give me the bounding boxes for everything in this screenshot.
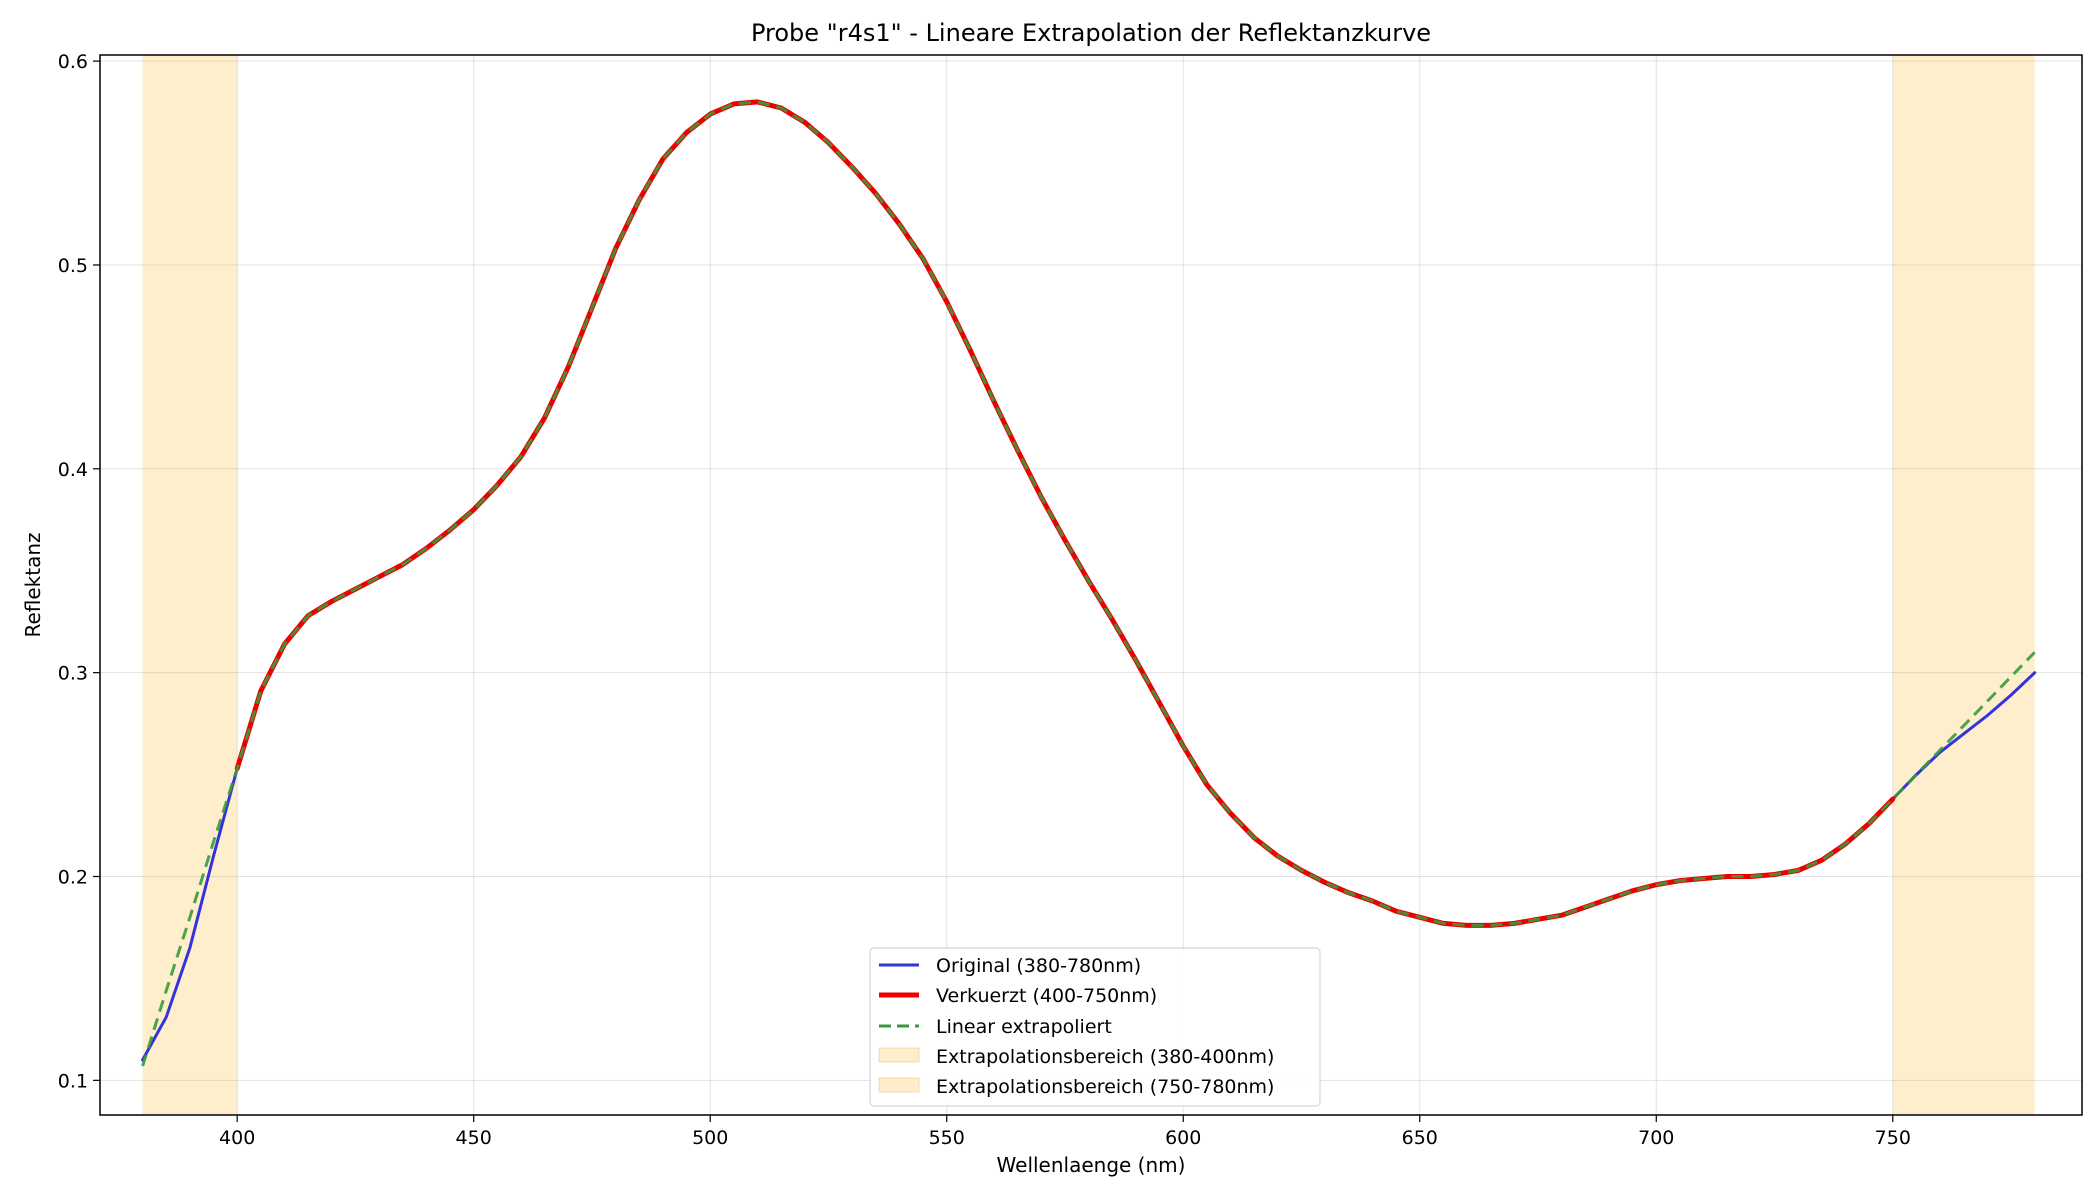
- legend-label-region-left: Extrapolationsbereich (380-400nm): [936, 1046, 1274, 1068]
- y-tick-label-4: 0.5: [58, 255, 88, 277]
- legend-swatch-region-right: [878, 1077, 920, 1093]
- y-tick-label-2: 0.3: [58, 663, 88, 685]
- chart-title: Probe "r4s1" - Lineare Extrapolation der…: [751, 19, 1431, 47]
- legend-label-region-right: Extrapolationsbereich (750-780nm): [936, 1076, 1274, 1098]
- x-tick-label-0: 400: [219, 1127, 255, 1149]
- legend-box: [869, 947, 1321, 1107]
- y-axis-label: Reflektanz: [21, 532, 45, 637]
- y-axis-ticks: 0.1 0.2 0.3 0.4 0.5 0.6: [58, 51, 100, 1092]
- plot-frame: [99, 54, 2083, 1116]
- shaded-region-1: [1892, 55, 2035, 1115]
- x-axis-ticks: 400 450 500 550 600 650 700 750: [219, 1115, 1911, 1149]
- x-tick-label-4: 600: [1165, 1127, 1201, 1149]
- legend-label-linear: Linear extrapoliert: [936, 1016, 1112, 1038]
- legend-label-original: Original (380-780nm): [936, 955, 1141, 977]
- legend: Original (380-780nm) Verkuerzt (400-750n…: [869, 947, 1321, 1107]
- x-tick-label-3: 550: [929, 1127, 965, 1149]
- shaded-regions: [142, 55, 2035, 1115]
- series-lines: [141, 99, 2037, 1067]
- x-tick-label-5: 650: [1402, 1127, 1438, 1149]
- x-tick-label-2: 500: [692, 1127, 728, 1149]
- shaded-region-0: [142, 55, 238, 1115]
- series-line-2: [141, 100, 2036, 1067]
- x-tick-label-1: 450: [456, 1127, 492, 1149]
- x-tick-label-6: 700: [1638, 1127, 1674, 1149]
- y-tick-label-0: 0.1: [58, 1070, 88, 1092]
- series-line-1: [234, 99, 1896, 928]
- y-tick-label-1: 0.2: [58, 867, 88, 889]
- y-tick-label-5: 0.6: [58, 51, 88, 73]
- x-tick-label-7: 750: [1875, 1127, 1911, 1149]
- legend-swatch-region-left: [878, 1047, 920, 1063]
- y-tick-label-3: 0.4: [58, 459, 88, 481]
- x-axis-label: Wellenlaenge (nm): [997, 1153, 1186, 1177]
- legend-label-verkuerzt: Verkuerzt (400-750nm): [936, 985, 1157, 1007]
